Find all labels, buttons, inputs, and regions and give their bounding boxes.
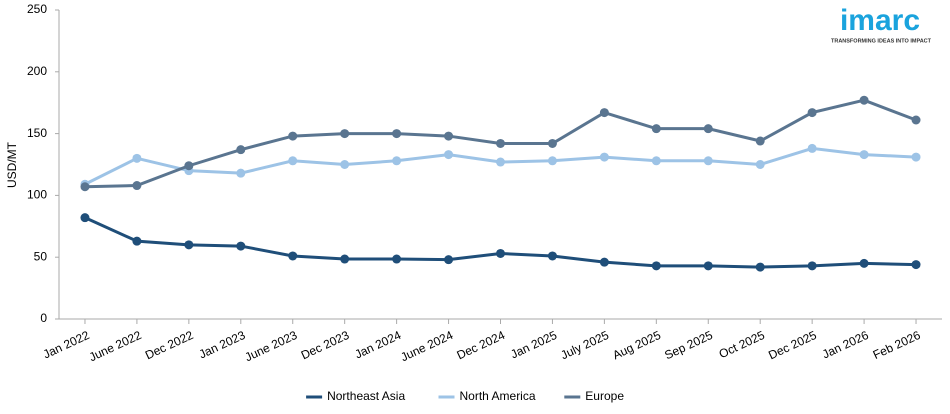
- x-tick-label: Dec 2024: [455, 328, 508, 363]
- legend-label: North America: [460, 389, 536, 403]
- data-point: [444, 131, 454, 141]
- data-point: [547, 251, 557, 261]
- data-point: [911, 260, 921, 270]
- x-tick-label: June 2024: [398, 328, 455, 365]
- x-tick-label: Aug 2025: [610, 328, 663, 363]
- data-point: [444, 150, 454, 160]
- data-point: [807, 143, 817, 153]
- data-point: [703, 124, 713, 134]
- data-point: [496, 157, 505, 167]
- data-point: [807, 261, 817, 271]
- x-tick-label: Oct 2025: [717, 328, 767, 361]
- data-point: [340, 254, 350, 264]
- x-tick-label: Jan 2025: [508, 328, 559, 362]
- y-axis-label: USD/MT: [5, 141, 19, 188]
- data-point: [288, 251, 298, 261]
- data-point: [236, 241, 246, 251]
- data-point: [496, 248, 505, 258]
- data-point: [651, 261, 661, 271]
- data-point: [80, 182, 90, 192]
- y-tick-label: 250: [27, 2, 47, 16]
- data-point: [807, 108, 817, 118]
- data-point: [184, 161, 194, 171]
- logo-tagline: TRANSFORMING IDEAS INTO IMPACT: [831, 38, 932, 44]
- data-point: [288, 131, 298, 141]
- data-point: [651, 156, 661, 166]
- data-point: [911, 152, 921, 162]
- data-point: [755, 136, 765, 146]
- x-tick-label: Jan 2023: [197, 328, 248, 362]
- data-point: [755, 160, 765, 169]
- data-point: [599, 257, 609, 267]
- x-tick-label: Jan 2022: [41, 328, 92, 362]
- y-tick-label: 50: [34, 249, 48, 263]
- data-point: [599, 152, 609, 162]
- data-point: [392, 129, 402, 139]
- y-tick-label: 150: [27, 126, 47, 140]
- data-point: [236, 168, 246, 178]
- data-point: [703, 261, 713, 271]
- data-point: [547, 138, 557, 148]
- x-tick-label: June 2023: [243, 328, 300, 365]
- logo: imarc: [840, 4, 920, 37]
- x-tick-label: Dec 2025: [766, 328, 819, 363]
- x-tick-label: June 2022: [87, 328, 144, 365]
- y-tick-label: 100: [27, 188, 47, 202]
- data-point: [703, 156, 713, 166]
- data-point: [651, 124, 661, 134]
- data-point: [132, 153, 142, 163]
- data-point: [496, 138, 505, 148]
- x-tick-label: Sep 2025: [662, 328, 715, 363]
- data-point: [184, 240, 194, 250]
- x-tick-label: Dec 2023: [299, 328, 352, 363]
- series-line: [84, 216, 917, 269]
- x-tick-label: Feb 2026: [871, 328, 923, 362]
- data-point: [340, 160, 350, 169]
- x-tick-label: Dec 2022: [143, 328, 196, 363]
- data-point: [859, 150, 869, 160]
- legend-label: Northeast Asia: [327, 389, 405, 403]
- legend-label: Europe: [585, 389, 624, 403]
- data-point: [236, 145, 246, 155]
- data-point: [859, 95, 869, 105]
- data-point: [599, 108, 609, 118]
- data-point: [755, 262, 765, 272]
- data-point: [80, 213, 90, 223]
- data-point: [132, 181, 142, 191]
- y-tick-label: 0: [40, 311, 47, 325]
- data-point: [132, 236, 142, 246]
- data-point: [392, 156, 402, 166]
- x-tick-label: Jan 2026: [820, 328, 871, 362]
- data-point: [547, 156, 557, 166]
- data-point: [859, 258, 869, 268]
- x-tick-label: Jan 2024: [353, 328, 404, 362]
- data-point: [911, 115, 921, 125]
- x-tick-label: July 2025: [559, 328, 612, 363]
- data-point: [392, 254, 402, 264]
- data-point: [444, 255, 454, 265]
- data-point: [340, 129, 350, 139]
- data-point: [288, 156, 298, 166]
- y-tick-label: 200: [27, 64, 47, 78]
